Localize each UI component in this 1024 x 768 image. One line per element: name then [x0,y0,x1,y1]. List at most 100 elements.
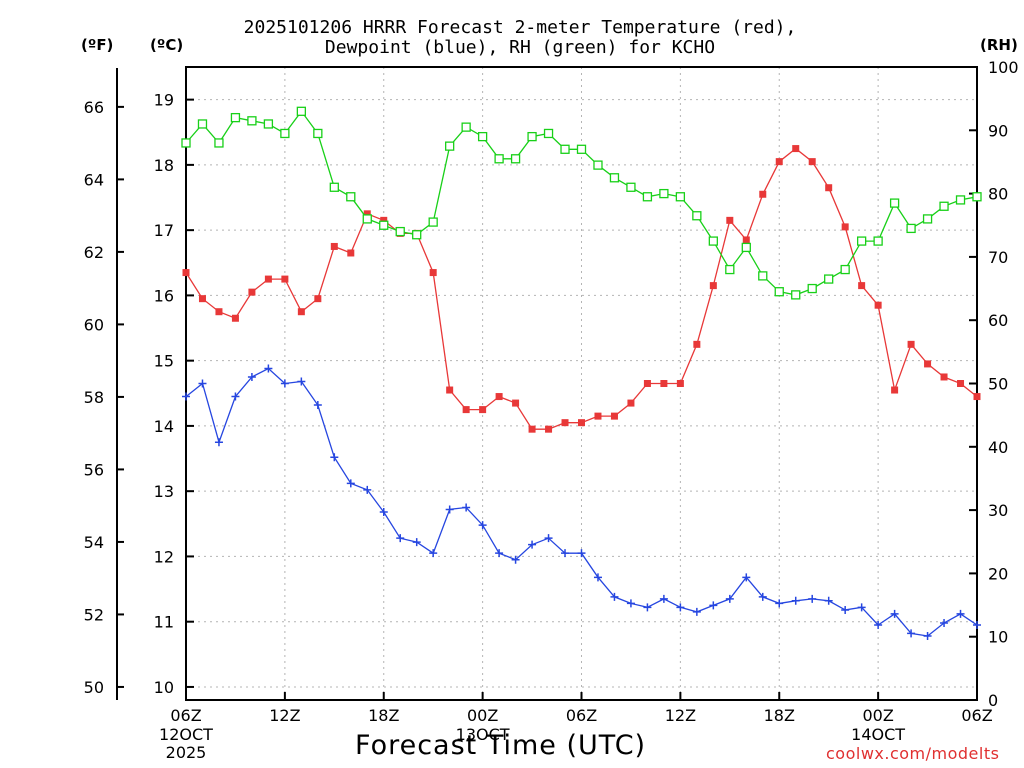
dewpoint-point [742,573,751,582]
temperature-point [742,236,750,244]
dewpoint-point [214,438,223,447]
source-credit: coolwx.com/modelts [826,744,1000,763]
rh-point [379,220,389,230]
dewpoint-point [330,453,339,462]
temperature-point [759,190,767,198]
temperature-point [627,399,635,407]
rh-point [543,128,554,139]
temperature-point [924,360,932,368]
rh-tick-label: 0 [988,691,998,710]
dewpoint-point [495,549,504,558]
dewpoint-point [956,609,965,618]
temperature-point [709,282,717,290]
dewpoint-point [264,364,273,373]
dewpoint-point [231,392,240,401]
rh-tick-label: 10 [988,628,1008,647]
rh-point [230,112,241,123]
x-tick-label: 12Z [665,706,696,725]
dewpoint-point [379,508,388,517]
dewpoint-point [429,549,438,558]
rh-point [461,122,471,132]
dewpoint-point [396,534,405,543]
rh-point [395,226,405,237]
fahrenheit-tick-label: 66 [84,98,104,117]
rh-point [758,271,768,281]
rh-point [840,264,850,275]
temperature-point [561,419,569,427]
chart-title-line2: Dewpoint (blue), RH (green) for KCHO [324,37,716,58]
dewpoint-point [775,599,784,608]
rh-tick-label: 50 [988,375,1008,394]
temperature-point [248,288,256,296]
temperature-point [363,210,371,218]
rh-point [329,182,339,192]
temperature-point [545,425,553,433]
temperature-point [446,386,454,394]
rh-tick-label: 40 [988,438,1008,457]
temperature-point [231,314,239,322]
rh-point [642,192,653,202]
dewpoint-point [182,392,190,401]
rh-point [955,195,966,205]
rh-point [346,192,356,202]
temperature-point [726,216,734,224]
temperature-point [874,301,882,309]
dewpoint-point [626,599,635,608]
dewpoint-point [940,618,949,627]
temperature-point [380,216,388,224]
temperature-point [198,295,206,303]
x-tick-label: 18Z [368,706,399,725]
dewpoint-point [610,592,619,601]
chart-title-line1: 2025101206 HRRR Forecast 2-meter Tempera… [243,17,797,38]
x-tick-date-label: 13OCT [456,725,510,744]
dewpoint-point [676,603,685,612]
rh-point [560,144,570,154]
temperature-point [825,184,833,192]
rh-point [791,290,801,300]
rh-point [972,192,982,202]
rh-point [873,236,883,246]
x-axis-label: Forecast Time (UTC) [355,730,647,761]
temperature-point [676,380,684,387]
rh-point [214,138,224,148]
dewpoint-point [577,549,586,558]
temperature-point [693,340,701,348]
fahrenheit-tick-label: 62 [84,243,104,262]
dewpoint-point [808,594,817,603]
rh-point [197,119,208,129]
x-tick-label: 18Z [764,706,795,725]
x-tick-label: 00Z [467,706,498,725]
temperature-point [347,249,355,257]
rh-point [181,138,191,148]
rh-point [741,242,751,253]
x-tick-label: 00Z [862,706,893,725]
dewpoint-point [412,538,421,547]
fahrenheit-tick-label: 50 [84,678,104,697]
dewpoint-point [973,620,981,629]
dewpoint-point [923,632,932,641]
dewpoint-point [709,601,718,610]
temperature-point [973,393,981,401]
temperature-point [841,223,849,231]
temperature-point [808,158,816,166]
rh-tick-label: 90 [988,121,1008,140]
temperature-point [495,393,503,401]
temperature-point [479,406,487,414]
celsius-tick-label: 13 [154,482,174,501]
temperature-point [462,406,470,414]
rh-tick-label: 100 [988,58,1019,77]
dewpoint-point [841,605,850,614]
rh-point [576,144,587,154]
rh-point [428,217,438,227]
celsius-tick-label: 14 [154,417,174,436]
temperature-point [775,158,783,166]
dewpoint-point [528,540,537,549]
celsius-tick-label: 11 [154,613,174,632]
celsius-tick-label: 16 [154,286,174,305]
rh-point [609,173,620,183]
rh-point [313,128,323,139]
rh-point [939,201,949,211]
temperature-point [858,282,866,290]
fahrenheit-tick-label: 64 [84,170,104,189]
rh-point [889,198,900,208]
